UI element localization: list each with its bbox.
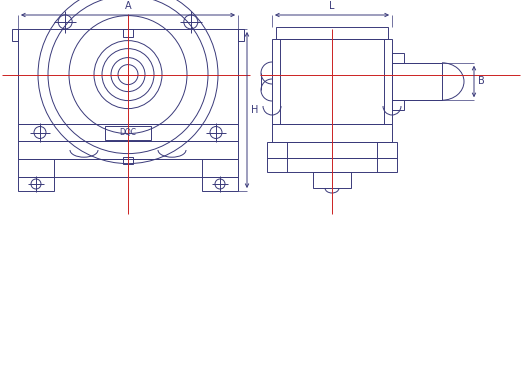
Bar xyxy=(18,141,238,159)
Bar xyxy=(123,29,133,37)
Bar xyxy=(18,159,238,177)
Text: DQC: DQC xyxy=(119,128,136,137)
Bar xyxy=(123,156,133,163)
Bar xyxy=(202,177,238,191)
Text: B: B xyxy=(478,76,485,86)
Text: L: L xyxy=(329,1,335,11)
Bar xyxy=(267,142,397,158)
Bar xyxy=(276,27,388,39)
Bar xyxy=(18,177,54,191)
Bar xyxy=(272,124,392,142)
Bar xyxy=(392,63,442,100)
Bar xyxy=(105,125,151,139)
Bar xyxy=(392,100,404,110)
Bar xyxy=(238,29,244,41)
Bar xyxy=(272,39,392,124)
Bar xyxy=(392,53,404,63)
Bar xyxy=(12,29,18,41)
Bar xyxy=(267,158,397,172)
Bar xyxy=(18,124,238,141)
Bar xyxy=(18,29,238,124)
Bar xyxy=(313,172,351,188)
Text: H: H xyxy=(251,105,258,115)
Text: A: A xyxy=(125,1,132,11)
